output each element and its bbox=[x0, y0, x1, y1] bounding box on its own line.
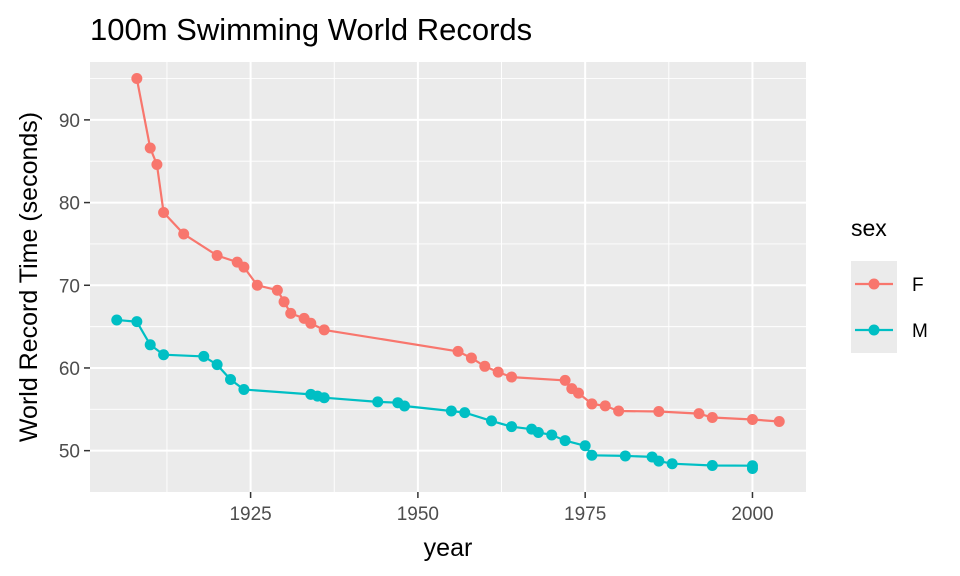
legend: sex F M bbox=[851, 215, 928, 353]
data-point-F bbox=[599, 400, 611, 412]
data-point-M bbox=[653, 455, 665, 467]
data-point-M bbox=[532, 426, 544, 438]
data-point-F bbox=[285, 307, 297, 319]
x-axis: 1925 1950 1975 2000 bbox=[229, 492, 774, 525]
data-point-F bbox=[318, 324, 330, 336]
chart-title: 100m Swimming World Records bbox=[90, 12, 532, 47]
series-F bbox=[131, 73, 785, 428]
data-point-F bbox=[572, 387, 584, 399]
data-point-M bbox=[546, 429, 558, 441]
data-point-F bbox=[271, 284, 283, 296]
x-tick-label: 1925 bbox=[229, 504, 271, 525]
x-tick-label: 2000 bbox=[731, 504, 773, 525]
data-point-M bbox=[372, 396, 384, 408]
data-point-F bbox=[706, 411, 718, 423]
data-point-M bbox=[211, 359, 223, 371]
data-point-M bbox=[225, 374, 237, 386]
x-axis-title: year bbox=[424, 534, 473, 562]
data-point-F bbox=[613, 405, 625, 417]
data-point-F bbox=[238, 261, 250, 273]
data-point-M bbox=[144, 339, 156, 351]
data-point-M bbox=[579, 440, 591, 452]
data-point-F bbox=[506, 371, 518, 383]
legend-key-F: F bbox=[851, 261, 924, 307]
legend-key-point bbox=[868, 278, 880, 290]
legend-title: sex bbox=[851, 215, 887, 241]
data-point-F bbox=[144, 142, 156, 154]
data-point-F bbox=[479, 360, 491, 372]
data-point-F bbox=[305, 317, 317, 329]
data-point-M bbox=[485, 415, 497, 427]
data-point-M bbox=[445, 405, 457, 417]
data-point-M bbox=[586, 449, 598, 461]
data-point-M bbox=[238, 383, 250, 395]
data-point-F bbox=[746, 413, 758, 425]
y-tick-label: 60 bbox=[59, 359, 80, 380]
data-point-M bbox=[198, 350, 210, 362]
x-tick-label: 1950 bbox=[397, 504, 439, 525]
data-point-F bbox=[158, 207, 170, 218]
data-point-F bbox=[278, 296, 290, 308]
y-tick-label: 80 bbox=[59, 194, 80, 215]
data-point-F bbox=[653, 406, 665, 418]
plot-panel bbox=[90, 62, 806, 492]
data-point-M bbox=[746, 463, 758, 475]
data-point-F bbox=[586, 398, 598, 410]
y-axis-title: World Record Time (seconds) bbox=[15, 112, 43, 442]
data-point-F bbox=[151, 159, 163, 171]
y-tick-label: 50 bbox=[59, 442, 80, 463]
y-axis: 50 60 70 80 90 bbox=[59, 111, 90, 463]
y-tick-label: 90 bbox=[59, 111, 80, 132]
data-point-M bbox=[706, 459, 718, 471]
data-point-F bbox=[251, 279, 263, 291]
series-layer bbox=[111, 73, 785, 475]
legend-label-F: F bbox=[912, 275, 924, 296]
data-point-F bbox=[465, 352, 477, 364]
legend-key-M: M bbox=[851, 307, 928, 353]
data-point-M bbox=[619, 450, 631, 462]
data-point-M bbox=[506, 421, 518, 433]
data-point-F bbox=[211, 250, 223, 261]
data-point-F bbox=[178, 228, 190, 240]
data-point-F bbox=[131, 73, 143, 85]
data-point-M bbox=[318, 392, 330, 404]
data-point-F bbox=[452, 345, 464, 357]
data-point-M bbox=[111, 314, 123, 326]
x-tick-label: 1975 bbox=[564, 504, 606, 525]
data-point-F bbox=[693, 408, 705, 420]
data-point-F bbox=[559, 374, 571, 386]
data-point-F bbox=[492, 366, 504, 378]
legend-key-point bbox=[868, 324, 880, 336]
series-M bbox=[111, 314, 758, 475]
data-point-M bbox=[459, 407, 471, 419]
data-point-M bbox=[131, 316, 143, 328]
data-point-M bbox=[158, 349, 170, 361]
data-point-M bbox=[559, 435, 571, 447]
legend-label-M: M bbox=[912, 321, 928, 342]
data-point-M bbox=[399, 400, 411, 412]
data-point-M bbox=[666, 458, 678, 470]
y-tick-label: 70 bbox=[59, 276, 80, 297]
data-point-F bbox=[773, 416, 785, 428]
